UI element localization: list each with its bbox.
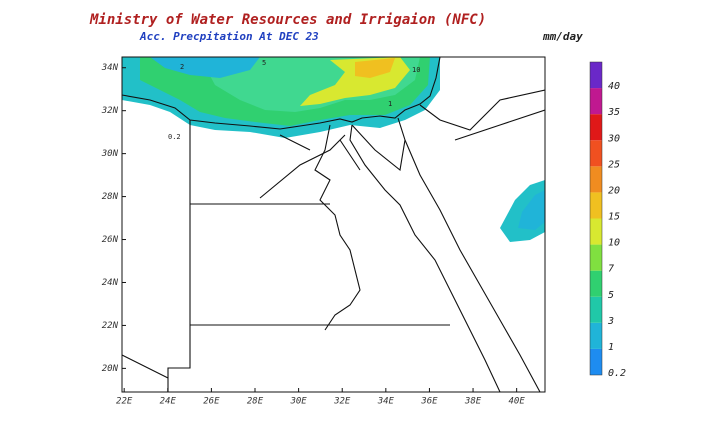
colorbar-label: 3 bbox=[607, 316, 614, 327]
x-tick-label: 36E bbox=[420, 397, 438, 407]
y-tick-label: 24N bbox=[102, 278, 119, 288]
y-tick-label: 32N bbox=[101, 106, 119, 116]
subtitle: Acc. Precpitation At DEC 23 bbox=[139, 30, 319, 43]
y-tick-label: 26N bbox=[102, 235, 119, 245]
x-tick-label: 26E bbox=[203, 397, 220, 407]
colorbar-band bbox=[590, 244, 602, 271]
colorbar-label: 10 bbox=[608, 238, 620, 249]
colorbar-label: 30 bbox=[607, 133, 620, 144]
axes: 22E 24E 26E 28E 30E 32E 34E 36E 38E 40E 20N 22N 24N 2… bbox=[101, 63, 526, 406]
colorbar-band bbox=[590, 270, 602, 297]
coastline bbox=[404, 139, 541, 392]
colorbar-label: 25 bbox=[608, 159, 620, 170]
x-tick-label: 28E bbox=[247, 397, 264, 407]
border bbox=[419, 89, 545, 141]
colorbar-band bbox=[590, 192, 602, 219]
colorbar-frame bbox=[589, 61, 603, 376]
colorbar-band bbox=[590, 62, 602, 89]
border bbox=[122, 120, 191, 392]
river bbox=[314, 124, 361, 331]
precip-area bbox=[150, 57, 260, 78]
x-tick-label: 38E bbox=[464, 397, 482, 407]
colorbar-label: 7 bbox=[608, 264, 614, 275]
map-frame bbox=[121, 56, 546, 393]
colorbar-band bbox=[590, 166, 602, 193]
colorbar-band bbox=[590, 296, 602, 323]
colorbar-band bbox=[590, 322, 602, 349]
contour-label: 10 bbox=[412, 66, 420, 74]
border bbox=[190, 203, 450, 326]
contour-label: 1 bbox=[388, 100, 392, 108]
y-tick-label: 28N bbox=[102, 192, 119, 202]
colorbar-label: 1 bbox=[608, 342, 614, 353]
coastline bbox=[349, 124, 501, 392]
x-tick-label: 22E bbox=[116, 397, 133, 407]
x-tick-label: 32E bbox=[333, 397, 351, 407]
colorbar-band bbox=[590, 348, 602, 375]
contour-label: 0.2 bbox=[168, 133, 181, 141]
contour-label: 5 bbox=[262, 59, 266, 67]
colorbar-label: 20 bbox=[608, 185, 620, 196]
title: Ministry of Water Resources and Irrigaio… bbox=[89, 12, 486, 28]
colorbar-label: 15 bbox=[608, 212, 620, 223]
y-tick-label: 34N bbox=[101, 63, 119, 73]
colorbar-band bbox=[590, 88, 602, 115]
x-tick-label: 30E bbox=[289, 397, 307, 407]
units: mm/day bbox=[542, 30, 583, 43]
border bbox=[259, 134, 361, 199]
x-tick-label: 40E bbox=[509, 397, 526, 407]
y-tick-label: 20N bbox=[102, 364, 119, 374]
map-body: 2 5 10 0.2 1 bbox=[122, 57, 545, 392]
precip-area bbox=[518, 190, 545, 230]
colorbar-label: 40 bbox=[608, 81, 620, 92]
colorbar-label: 0.2 bbox=[608, 368, 626, 379]
colorbar-label: 35 bbox=[607, 107, 620, 118]
colorbar-label: 5 bbox=[608, 290, 614, 301]
y-tick-label: 22N bbox=[102, 321, 119, 331]
x-tick-label: 34E bbox=[377, 397, 395, 407]
colorbar-band bbox=[590, 218, 602, 245]
colorbar-band bbox=[590, 114, 602, 141]
x-tick-label: 24E bbox=[160, 397, 177, 407]
precip-area bbox=[355, 58, 395, 78]
coastline bbox=[351, 117, 406, 172]
colorbar-band bbox=[590, 140, 602, 167]
y-tick-label: 30N bbox=[101, 149, 119, 159]
contour-label: 2 bbox=[180, 63, 184, 71]
